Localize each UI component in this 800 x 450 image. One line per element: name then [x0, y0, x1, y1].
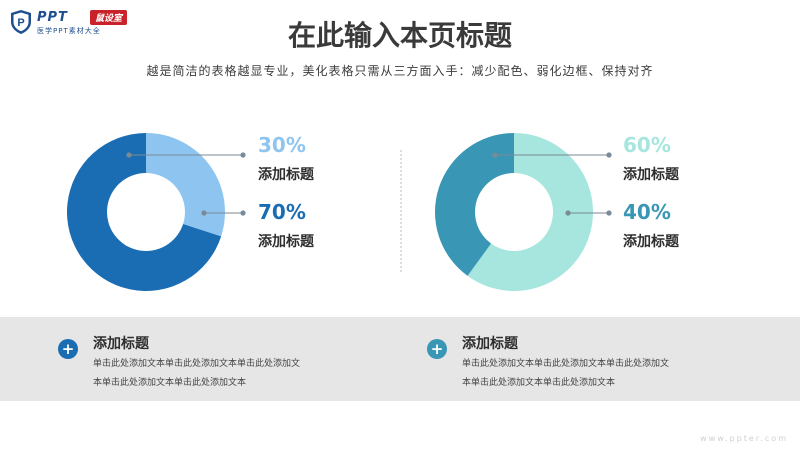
data-label-right-0: 60% [623, 133, 671, 157]
slice-right-1 [435, 133, 514, 276]
leader-dot-left-1a [201, 210, 207, 216]
slice-left-0 [146, 133, 226, 237]
info-text-right: 单击此处添加文本单击此处添加文本单击此处添加文 本单击此处添加文本单击此处添加文… [462, 355, 702, 393]
leader-dot-left-0b [240, 152, 246, 158]
data-label-right-1: 40% [623, 200, 671, 224]
shield-p-icon: P [11, 10, 31, 34]
logo-badge: 鼠设室 [90, 10, 128, 25]
data-label-left-1: 70% [258, 200, 306, 224]
slice-title-right-1: 添加标题 [623, 234, 679, 250]
logo-brand: PPT [37, 10, 68, 25]
leader-lines [126, 152, 612, 216]
slice-right-0 [467, 133, 593, 292]
info-title-left: 添加标题 [93, 336, 149, 352]
leader-dot-right-1b [606, 210, 612, 216]
plus-icon: + [427, 339, 447, 359]
info-band [0, 317, 800, 401]
info-title-right: 添加标题 [462, 336, 518, 352]
plus-icon: + [58, 339, 78, 359]
info-text-right-line-0: 单击此处添加文本单击此处添加文本单击此处添加文 [462, 359, 670, 369]
footer-url: www.ppter.com [700, 434, 788, 443]
leader-dot-right-1a [565, 210, 571, 216]
leader-dot-left-0a [126, 152, 132, 158]
info-text-left-line-1: 本单击此处添加文本单击此处添加文本 [93, 378, 247, 388]
info-text-left-line-0: 单击此处添加文本单击此处添加文本单击此处添加文 [93, 359, 301, 369]
page-title: 在此输入本页标题 [287, 19, 512, 52]
info-text-left: 单击此处添加文本单击此处添加文本单击此处添加文 本单击此处添加文本单击此处添加文… [93, 355, 333, 393]
leader-dot-right-0a [492, 152, 498, 158]
slice-title-right-0: 添加标题 [623, 167, 679, 183]
svg-text:P: P [17, 17, 24, 29]
donut-chart-right [435, 133, 593, 292]
slice-title-left-0: 添加标题 [258, 167, 314, 183]
info-text-right-line-1: 本单击此处添加文本单击此处添加文本 [462, 378, 616, 388]
logo-subtitle: 医学PPT素材大全 [37, 27, 101, 35]
page-subtitle: 越是简洁的表格越显专业，美化表格只需从三方面入手：减少配色、弱化边框、保持对齐 [146, 64, 654, 78]
data-label-left-0: 30% [258, 133, 306, 157]
leader-dot-right-0b [606, 152, 612, 158]
logo: P PPT 鼠设室 医学PPT素材大全 [10, 9, 140, 37]
donut-chart-left [67, 133, 226, 291]
slice-left-1 [67, 133, 222, 291]
slice-title-left-1: 添加标题 [258, 234, 314, 250]
leader-dot-left-1b [240, 210, 246, 216]
